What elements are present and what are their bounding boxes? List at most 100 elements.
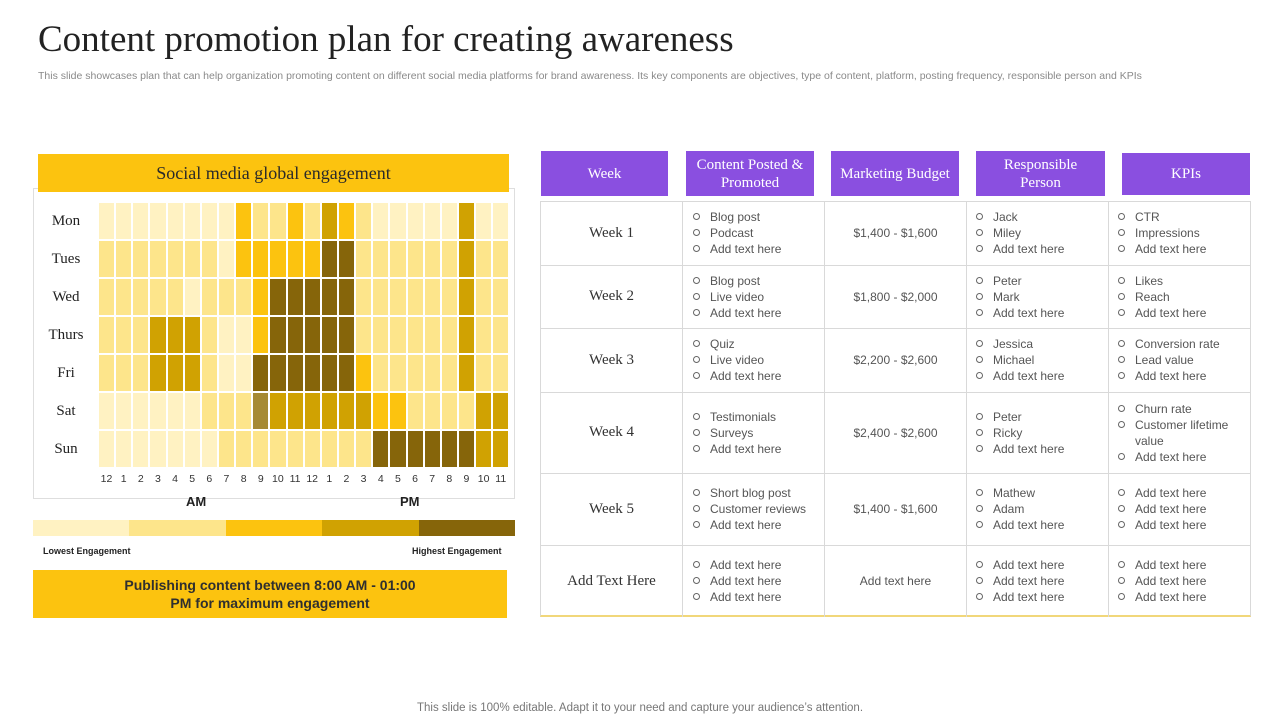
heatmap-cell (389, 392, 407, 430)
heatmap-cell (132, 240, 150, 278)
row-divider (540, 545, 1251, 546)
list-item: Add text here (691, 241, 825, 257)
heatmap-cell (183, 392, 201, 430)
note-line-1: Publishing content between 8:00 AM - 01:… (124, 577, 416, 593)
header-week: Week (541, 151, 668, 196)
hour-tick-label: 1 (326, 473, 333, 485)
day-label-wed: Wed (52, 288, 80, 305)
list-item: Add text here (691, 441, 825, 457)
heatmap-cell (423, 316, 441, 354)
column-divider (682, 201, 683, 617)
hour-tick-label: 5 (394, 473, 401, 485)
list-item: Add text here (1116, 589, 1250, 605)
note-line-2: PM for maximum engagement (170, 595, 370, 611)
heatmap-cell (166, 354, 184, 392)
heatmap-cell (492, 354, 510, 392)
hour-tick-label: 1 (120, 473, 127, 485)
heatmap-cell (320, 392, 338, 430)
list-item: Miley (974, 225, 1108, 241)
hour-tick-label: 8 (240, 473, 247, 485)
budget-cell: $1,400 - $1,600 (853, 226, 938, 240)
heatmap-cell (475, 430, 493, 468)
list-item: Live video (691, 289, 825, 305)
am-label: AM (186, 494, 207, 509)
hour-tick-label: 12 (100, 473, 113, 485)
person-list: Add text here Add text here Add text here (974, 545, 1108, 617)
heatmap-cell (457, 278, 476, 316)
heatmap-cell (423, 392, 441, 430)
heatmap-cell (372, 240, 390, 278)
heatmap-cell (355, 240, 373, 278)
kpi-list: Likes Reach Add text here (1116, 265, 1250, 328)
heatmap-cell (200, 430, 218, 468)
heatmap-cell (440, 354, 458, 392)
heatmap-cell (457, 240, 476, 278)
heatmap-cell (337, 278, 356, 316)
heatmap-cell (115, 316, 133, 354)
hour-tick-label: 8 (446, 473, 453, 485)
hour-tick-label: 2 (137, 473, 144, 485)
budget-cell: $2,200 - $2,600 (853, 353, 938, 367)
heatmap-cell (217, 316, 236, 354)
heatmap-cell (235, 278, 253, 316)
heatmap-cell (320, 202, 338, 240)
list-item: Add text here (974, 573, 1108, 589)
heatmap-cell (235, 240, 253, 278)
heatmap-cell (183, 278, 201, 316)
heatmap-cell (132, 430, 150, 468)
row-divider (540, 392, 1251, 393)
day-label-sun: Sun (54, 440, 78, 457)
list-item: Churn rate (1116, 401, 1250, 417)
list-item: Peter (974, 273, 1108, 289)
list-item: Jessica (974, 336, 1108, 352)
heatmap-cell (166, 392, 184, 430)
heatmap-cell (389, 354, 407, 392)
list-item: Mark (974, 289, 1108, 305)
content-list: Testimonials Surveys Add text here (691, 392, 825, 473)
heatmap-cell (286, 278, 304, 316)
hour-tick-label: 2 (343, 473, 350, 485)
heatmap-cell (457, 316, 476, 354)
heatmap-cell (235, 354, 253, 392)
hour-tick-label: 6 (412, 473, 418, 485)
heatmap-cell (355, 392, 373, 430)
heatmap-cell (252, 430, 270, 468)
list-item: Add text here (1116, 573, 1250, 589)
day-label-thurs: Thurs (48, 326, 84, 343)
heatmap-cell (320, 240, 338, 278)
heatmap-cell (406, 202, 424, 240)
kpi-list: Add text here Add text here Add text here (1116, 545, 1250, 617)
list-item: Add text here (1116, 485, 1250, 501)
heatmap-cell (200, 278, 218, 316)
list-item: Add text here (1116, 241, 1250, 257)
list-item: Reach (1116, 289, 1250, 305)
heatmap-cell (492, 202, 510, 240)
hour-tick-label: 12 (306, 473, 319, 485)
list-item: CTR (1116, 209, 1250, 225)
row-divider (540, 265, 1251, 266)
budget-cell: $2,400 - $2,600 (853, 425, 938, 440)
heatmap-cell (389, 430, 407, 468)
heatmap-cell (457, 430, 476, 468)
heatmap-cell (440, 278, 458, 316)
heatmap-cell (320, 278, 338, 316)
legend-swatch (418, 520, 515, 536)
list-item: Add text here (1116, 501, 1250, 517)
day-label-mon: Mon (51, 212, 81, 229)
header-kpis: KPIs (1122, 153, 1250, 195)
heatmap-cell (115, 354, 133, 392)
list-item: Quiz (691, 336, 825, 352)
hour-tick-label: 4 (377, 473, 384, 485)
list-item: Add text here (691, 557, 825, 573)
list-item: Add text here (691, 305, 825, 321)
list-item: Customer lifetime value (1116, 417, 1250, 449)
heatmap-cell (98, 278, 116, 316)
heatmap-cell (372, 392, 390, 430)
heatmap-cell (355, 316, 373, 354)
heatmap-cell (475, 354, 493, 392)
heatmap-cell (372, 430, 390, 468)
heatmap-cell (337, 316, 356, 354)
list-item: Add text here (1116, 305, 1250, 321)
hour-tick-label: 5 (189, 473, 196, 485)
hour-tick-label: 7 (223, 473, 230, 485)
